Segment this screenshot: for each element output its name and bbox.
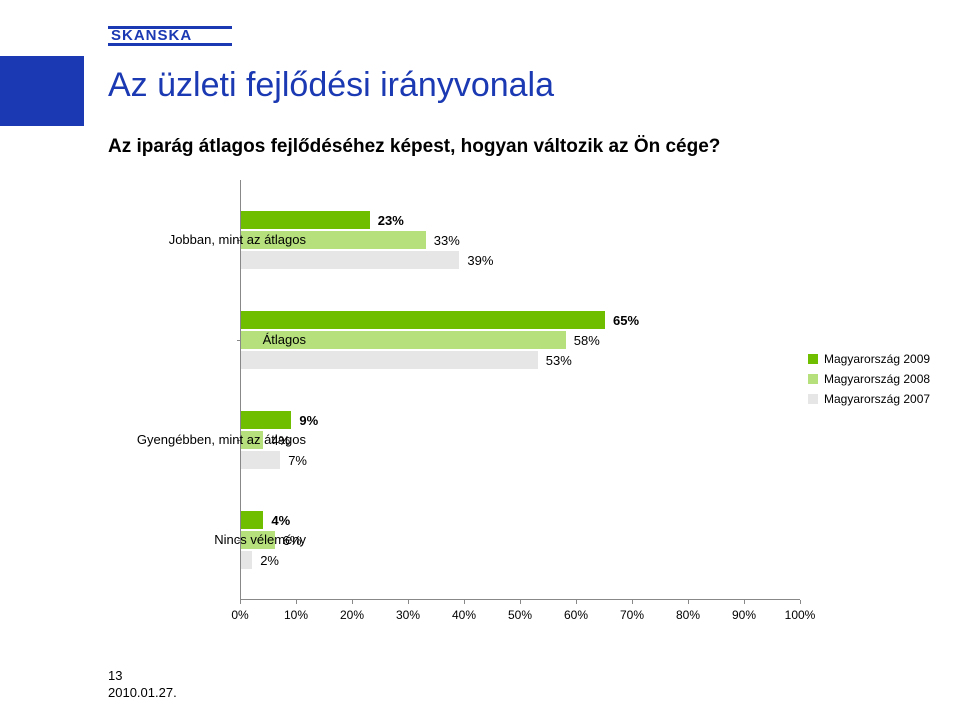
bar [241,411,291,429]
x-tick-label: 10% [284,608,308,622]
legend: Magyarország 2009 Magyarország 2008 Magyar… [808,352,930,412]
bar [241,311,605,329]
bar-group: 4%6%2% [241,511,800,569]
bar-value-label: 53% [546,353,572,368]
legend-label: Magyarország 2009 [824,352,930,366]
category-label: Nincs vélemény [214,532,306,547]
bar-value-label: 7% [288,453,307,468]
bar-value-label: 23% [378,213,404,228]
slide-subtitle: Az iparág átlagos fejlődéséhez képest, h… [108,136,720,158]
legend-label: Magyarország 2007 [824,392,930,406]
bar-value-label: 39% [467,253,493,268]
x-tick-label: 0% [231,608,248,622]
bar-value-label: 4% [271,513,290,528]
bar-value-label: 58% [574,333,600,348]
x-tick-label: 30% [396,608,420,622]
bar [241,251,459,269]
logo-text: SKANSKA [111,27,192,44]
x-tick-label: 60% [564,608,588,622]
legend-item: Magyarország 2007 [808,392,930,406]
x-tick-label: 50% [508,608,532,622]
plot-area: 23%33%39%65%58%53%9%4%7%4%6%2% [240,180,800,600]
x-tick [800,600,801,604]
slide-date: 2010.01.27. [108,685,177,702]
bar-value-label: 65% [613,313,639,328]
x-tick [520,600,521,604]
category-label: Gyengébben, mint az átlagos [137,432,306,447]
bar [241,211,370,229]
category-label: Jobban, mint az átlagos [169,232,306,247]
x-tick [632,600,633,604]
x-tick [296,600,297,604]
legend-item: Magyarország 2009 [808,352,930,366]
chart: 23%33%39%65%58%53%9%4%7%4%6%2% 0%10%20%3… [88,180,878,630]
legend-label: Magyarország 2008 [824,372,930,386]
slide-footer: 13 2010.01.27. [108,668,177,702]
x-tick-label: 40% [452,608,476,622]
x-tick-label: 100% [785,608,816,622]
bar-value-label: 2% [260,553,279,568]
legend-swatch [808,354,818,364]
bar-group: 65% 58%53% [241,311,800,369]
slide-page: SKANSKA Az üzleti fejlődési irányvonala … [0,0,960,716]
x-tick [240,600,241,604]
x-tick [576,600,577,604]
x-tick-label: 20% [340,608,364,622]
bar [241,511,263,529]
x-tick [464,600,465,604]
legend-swatch [808,394,818,404]
bar-group: 23% 33% 39% [241,211,800,269]
side-tab [0,56,84,126]
bar-group: 9%4%7% [241,411,800,469]
x-tick [744,600,745,604]
x-tick [352,600,353,604]
bar [241,551,252,569]
bar-value-label: 9% [299,413,318,428]
legend-swatch [808,374,818,384]
x-tick-label: 90% [732,608,756,622]
x-axis: 0%10%20%30%40%50%60%70%80%90%100% [240,604,800,624]
x-tick [408,600,409,604]
bar [241,451,280,469]
page-number: 13 [108,668,177,685]
x-tick-label: 80% [676,608,700,622]
skanska-logo: SKANSKA [108,22,238,50]
bar [241,351,538,369]
x-tick-label: 70% [620,608,644,622]
slide-title: Az üzleti fejlődési irányvonala [108,66,554,105]
bar-value-label: 33% [434,233,460,248]
legend-item: Magyarország 2008 [808,372,930,386]
x-tick [688,600,689,604]
category-label: Átlagos [263,332,306,347]
